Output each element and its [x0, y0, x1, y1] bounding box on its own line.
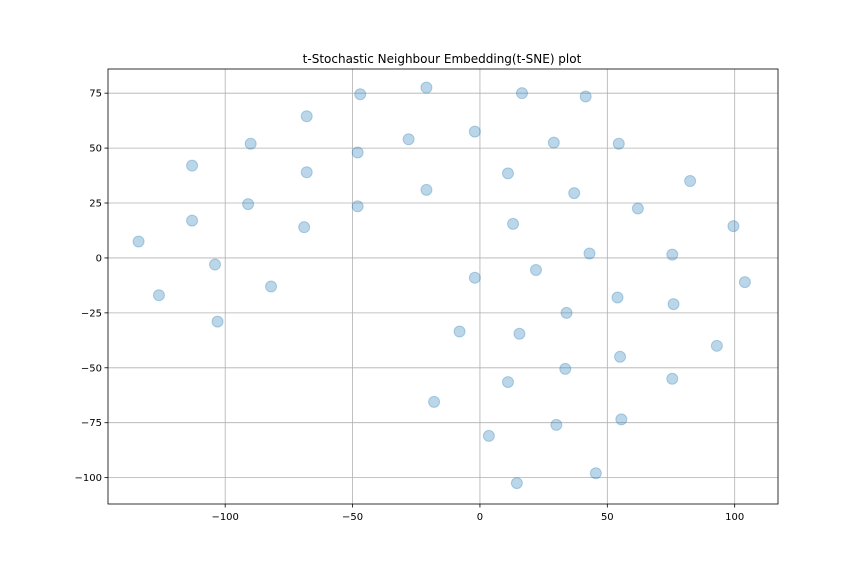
scatter-point — [684, 175, 697, 188]
x-axis-ticks: −100 −50 0 50 100 — [211, 504, 744, 523]
scatter-point — [420, 81, 433, 94]
scatter-point — [298, 221, 311, 234]
scatter-points — [132, 81, 751, 490]
scatter-point — [208, 258, 221, 271]
scatter-point — [513, 327, 526, 340]
y-tick-label: 50 — [89, 144, 102, 155]
y-tick-label: −50 — [81, 363, 102, 374]
y-tick-label: 75 — [89, 89, 102, 100]
y-tick-label: 0 — [96, 253, 102, 264]
y-axis-ticks: 75 50 25 0 −25 −50 −75 −100 — [75, 89, 108, 484]
scatter-point — [583, 247, 596, 260]
y-tick-label: −25 — [81, 308, 102, 319]
scatter-point — [300, 110, 313, 123]
scatter-point — [265, 280, 278, 293]
y-tick-label: −100 — [75, 473, 102, 484]
scatter-point — [568, 187, 581, 200]
grid-lines — [108, 69, 778, 504]
scatter-point — [559, 362, 572, 375]
scatter-point — [529, 264, 542, 277]
scatter-point — [547, 136, 560, 149]
scatter-point — [631, 202, 644, 215]
scatter-point — [615, 413, 628, 426]
scatter-point — [666, 248, 679, 261]
scatter-point — [579, 90, 592, 103]
scatter-point — [244, 137, 257, 150]
scatter-point — [152, 289, 165, 302]
scatter-point — [186, 214, 199, 227]
scatter-point — [453, 325, 466, 338]
scatter-point — [507, 217, 520, 230]
plot-frame — [107, 68, 779, 505]
scatter-point — [420, 183, 433, 196]
x-tick-label: 50 — [601, 512, 614, 523]
scatter-point — [242, 198, 255, 211]
scatter-point — [550, 418, 563, 431]
scatter-point — [612, 137, 625, 150]
scatter-point — [710, 339, 723, 352]
scatter-point — [482, 429, 495, 442]
scatter-point — [428, 395, 441, 408]
scatter-point — [468, 125, 481, 138]
scatter-point — [501, 376, 514, 389]
y-tick-label: −75 — [81, 418, 102, 429]
scatter-point — [589, 467, 602, 480]
scatter-point — [468, 271, 481, 284]
x-tick-label: −100 — [211, 512, 238, 523]
scatter-point — [402, 133, 415, 146]
scatter-point — [611, 291, 624, 304]
scatter-point — [666, 372, 679, 385]
scatter-point — [132, 235, 145, 248]
chart-title: t-Stochastic Neighbour Embedding(t-SNE) … — [303, 52, 582, 66]
scatter-point — [667, 298, 680, 311]
scatter-point — [560, 306, 573, 319]
scatter-point — [186, 159, 199, 172]
scatter-point — [727, 220, 740, 233]
scatter-point — [614, 350, 627, 363]
scatter-point — [510, 477, 523, 490]
x-tick-label: 100 — [725, 512, 744, 523]
x-tick-label: 0 — [477, 512, 483, 523]
scatter-point — [501, 167, 514, 180]
scatter-point — [300, 166, 313, 179]
scatter-point — [354, 88, 367, 101]
x-tick-label: −50 — [342, 512, 363, 523]
scatter-point — [351, 200, 364, 213]
y-tick-label: 25 — [89, 199, 102, 210]
scatter-point — [738, 276, 751, 289]
scatter-point — [351, 146, 364, 159]
scatter-point — [515, 87, 528, 100]
scatter-point — [211, 315, 224, 328]
